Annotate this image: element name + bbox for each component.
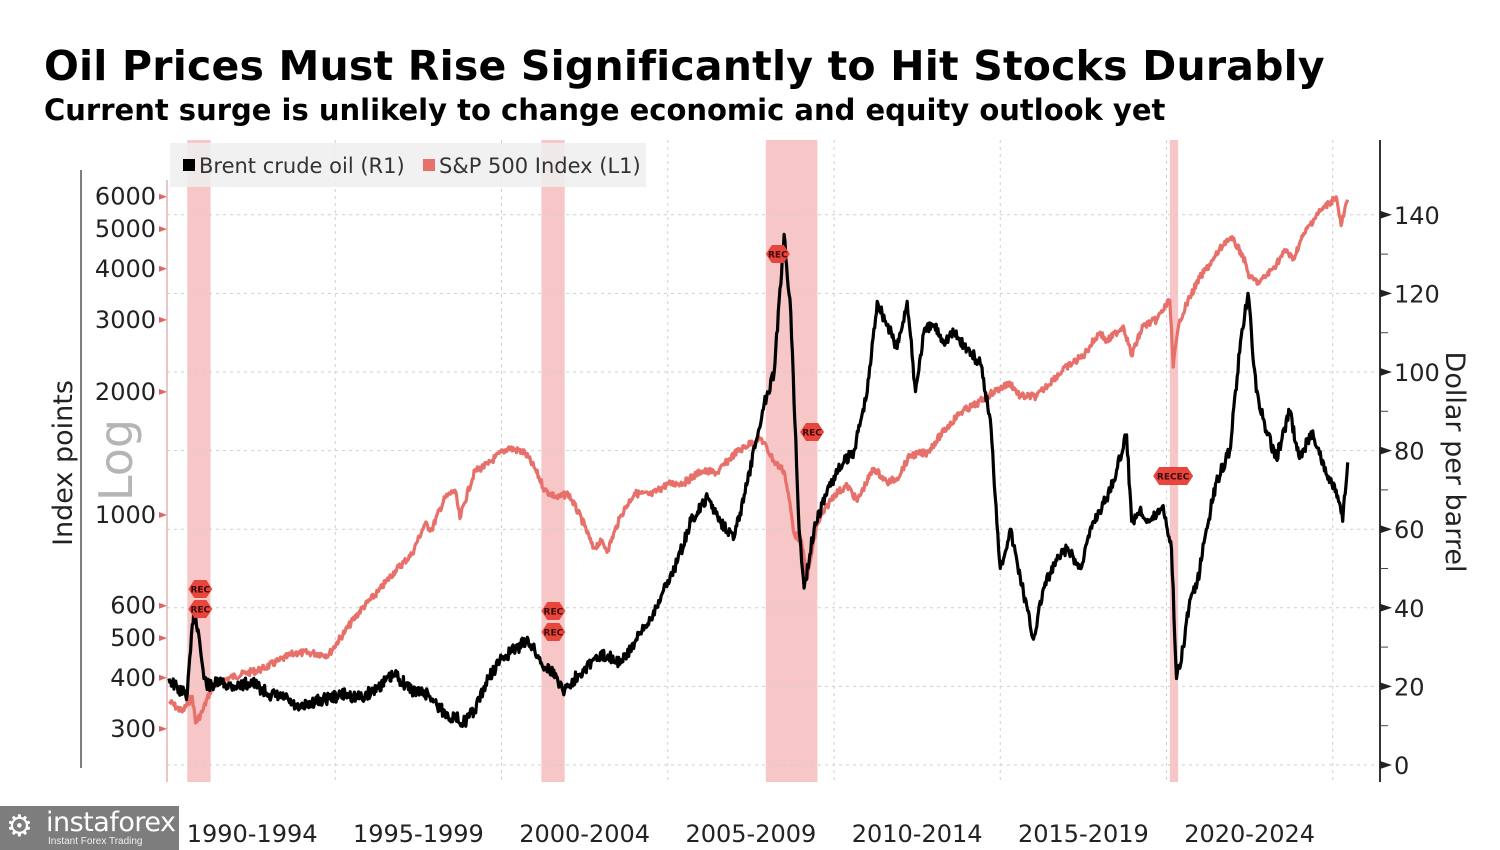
x-axis-ticks: 1990-1994 1995-1999 2000-2004 2005-2009 2010… [187,820,1315,848]
right-axis-title: Dollar per barrel [1439,352,1470,573]
watermark-brand: instaforex [46,807,176,838]
series-line-brent [167,232,1350,729]
left-tick-mark [159,193,167,200]
recession-marker[interactable]: RECEC [1153,467,1194,485]
left-axis-title: Index points [48,380,79,546]
legend-swatch-sp500 [423,159,435,171]
left-tick-label: 500 [110,624,156,652]
x-tick-label: 2015-2019 [1018,820,1149,848]
recession-marker[interactable]: REC [188,600,213,618]
recession-marker[interactable]: REC [541,623,566,641]
rec-marker-shape [765,245,790,263]
rec-marker-label: REC [768,251,788,261]
recession-marker[interactable]: REC [765,245,790,263]
left-tick-label: 4000 [95,255,156,283]
chart-title: Oil Prices Must Rise Significantly to Hi… [44,42,1325,90]
rec-marker-label: REC [544,608,564,618]
right-tick-mark [1380,761,1392,769]
right-tick-label: 60 [1394,516,1425,544]
right-tick-label: 0 [1394,752,1409,780]
left-tick-label: 300 [110,715,156,743]
recession-marker[interactable]: REC [188,580,213,598]
left-tick-label: 1000 [95,501,156,529]
right-tick-mark [1380,603,1392,612]
recession-marker[interactable]: REC [800,423,825,441]
rec-marker-label: REC [190,606,210,616]
right-tick-label: 80 [1394,438,1425,466]
right-tick-mark [1380,682,1392,691]
left-tick-label: 6000 [95,183,156,211]
right-tick-mark [1380,446,1392,455]
legend: Brent crude oil (R1) S&P 500 Index (L1) [170,143,646,187]
recession-marker[interactable]: REC [541,602,566,620]
right-tick-mark [1380,368,1392,376]
log-scale-label: Log [89,419,143,501]
left-tick-label: 600 [110,592,156,620]
right-tick-label: 20 [1394,673,1425,701]
right-axis-ticks: 0 20 40 60 80 100 120 140 [1380,202,1440,780]
series-lines [167,195,1350,729]
right-tick-mark [1380,525,1392,534]
left-tick-mark [159,265,167,272]
left-tick-mark [159,635,167,642]
legend-background [170,143,646,187]
legend-label-sp500[interactable]: S&P 500 Index (L1) [439,154,641,178]
left-tick-label: 5000 [95,215,156,243]
right-tick-label: 100 [1394,359,1440,387]
x-tick-label: 2010-2014 [852,820,983,848]
x-tick-label: 2000-2004 [519,820,650,848]
left-tick-mark [159,388,167,395]
right-tick-mark [1380,210,1392,219]
gear-person-icon: ⚙ [6,809,33,844]
recession-markers: REC REC REC REC REC REC RECEC [188,245,1194,641]
rec-marker-label: REC [802,429,822,439]
left-tick-mark [159,316,167,323]
x-tick-label: 1990-1994 [187,820,318,848]
rec-marker-shape [1153,467,1194,485]
x-tick-label: 2020-2024 [1184,820,1315,848]
right-tick-label: 40 [1394,595,1425,623]
left-tick-label: 3000 [95,306,156,334]
rec-marker-shape [188,600,213,618]
recession-bands [187,140,1179,782]
watermark-tagline: Instant Forex Trading [48,836,143,847]
left-tick-mark [159,226,167,233]
x-tick-label: 2005-2009 [685,820,816,848]
legend-label-brent[interactable]: Brent crude oil (R1) [199,154,405,178]
left-tick-label: 400 [110,664,156,692]
rec-marker-shape [188,580,213,598]
rec-marker-label: REC [190,586,210,596]
left-tick-mark [159,512,167,518]
left-axis-ticks: 300 400 500 600 1000 2000 3000 4000 5000 6000 [95,183,167,743]
legend-swatch-brent [183,159,195,171]
right-tick-mark [1380,289,1392,298]
rec-marker-shape [541,623,566,641]
left-tick-mark [159,674,167,681]
x-tick-label: 1995-1999 [353,820,484,848]
rec-marker-shape [800,423,825,441]
gridlines [167,140,1378,782]
recession-band [541,140,565,782]
instaforex-watermark: ⚙ instaforex Instant Forex Trading [0,806,179,850]
left-tick-label: 2000 [95,378,156,406]
left-tick-mark [159,602,167,609]
right-tick-label: 120 [1394,280,1440,308]
rec-marker-label: REC [544,629,564,639]
left-tick-mark [159,725,167,732]
rec-marker-label: RECEC [1157,473,1190,483]
chart-subtitle: Current surge is unlikely to change econ… [44,93,1166,127]
recession-band [1169,140,1179,782]
right-tick-label: 140 [1394,202,1440,230]
rec-marker-shape [541,602,566,620]
